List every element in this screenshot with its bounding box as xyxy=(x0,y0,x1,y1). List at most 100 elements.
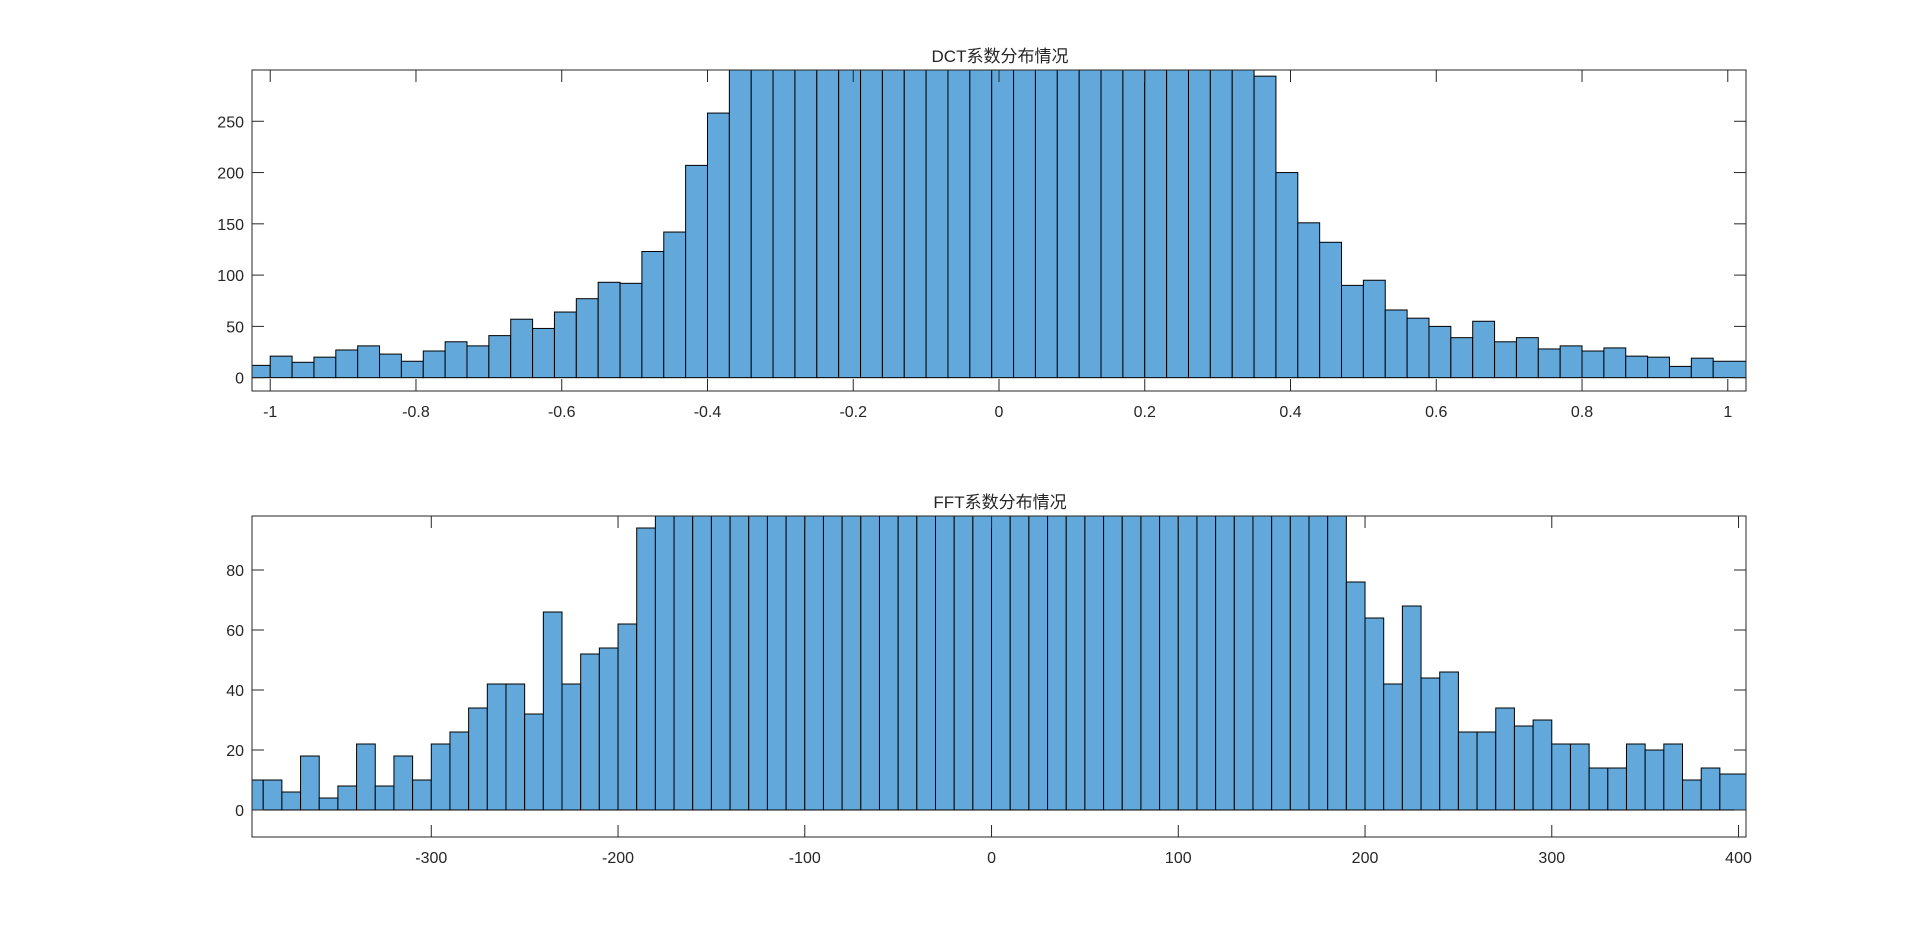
fft-histogram-bar xyxy=(412,779,432,811)
fft-histogram-bar xyxy=(393,755,414,811)
dct-x-tick-label: -0.6 xyxy=(548,404,576,421)
dct-histogram-bar xyxy=(1428,325,1452,379)
dct-histogram-bar xyxy=(252,364,271,379)
fft-histogram-bar xyxy=(1644,749,1665,811)
fft-x-tick-label: -200 xyxy=(602,850,634,867)
dct-y-tick-label: 100 xyxy=(217,268,244,285)
fft-histogram-bar xyxy=(262,779,283,811)
fft-histogram-bar xyxy=(841,516,862,811)
fft-histogram-bar xyxy=(1327,516,1347,811)
fft-histogram-bar xyxy=(449,731,470,811)
fft-histogram-bar xyxy=(430,743,451,811)
fft-chart-title: FFT系数分布情况 xyxy=(933,493,1066,512)
dct-histogram-bar xyxy=(597,281,621,379)
dct-histogram-bar xyxy=(838,70,862,379)
dct-histogram-bar xyxy=(860,70,883,379)
dct-histogram-bar xyxy=(335,349,359,379)
fft-histogram-bar xyxy=(1252,516,1273,811)
dct-histogram-bar xyxy=(1275,172,1299,379)
fft-histogram-bar xyxy=(1700,767,1721,811)
fft-histogram-bar xyxy=(598,647,619,811)
dct-x-tick-label: 0 xyxy=(995,404,1004,421)
fft-x-tick-label: 400 xyxy=(1725,850,1752,867)
fft-histogram-bar xyxy=(729,516,750,811)
dct-histogram-bar xyxy=(1515,337,1539,379)
dct-histogram-bar xyxy=(1341,284,1364,379)
fft-histogram-bar xyxy=(710,516,731,811)
fft-histogram-bar xyxy=(1682,779,1702,811)
fft-y-tick-label: 60 xyxy=(226,623,244,640)
fft-histogram-bar xyxy=(1364,617,1385,811)
fft-histogram-bar xyxy=(486,683,507,811)
dct-histogram-bar xyxy=(1450,337,1474,379)
fft-histogram-bar xyxy=(636,527,656,811)
dct-histogram-bar xyxy=(1603,347,1627,379)
dct-histogram-bar xyxy=(1472,320,1496,379)
dct-x-tick-label: 0.6 xyxy=(1425,404,1447,421)
dct-histogram-bar xyxy=(400,360,424,379)
fft-x-tick-label: 0 xyxy=(987,850,996,867)
fft-histogram-bar xyxy=(1569,743,1590,811)
fft-histogram-bar xyxy=(1532,719,1553,811)
dct-histogram-bar xyxy=(1144,70,1168,379)
dct-histogram-bar xyxy=(1100,70,1124,379)
fft-histogram-bar xyxy=(505,683,526,811)
fft-histogram-bar xyxy=(561,683,582,811)
fft-histogram-bar xyxy=(692,516,712,811)
fft-y-tick-label: 80 xyxy=(226,563,244,580)
fft-histogram-bar xyxy=(1121,516,1142,811)
dct-x-tick-label: 0.4 xyxy=(1279,404,1301,421)
fft-y-tick-label: 0 xyxy=(235,803,244,820)
dct-x-tick-label: 0.2 xyxy=(1134,404,1156,421)
dct-histogram-bar xyxy=(685,164,708,379)
fft-axes-box xyxy=(251,515,1747,838)
dct-x-tick-label: 1 xyxy=(1723,404,1732,421)
fft-histogram-bar xyxy=(374,785,395,811)
dct-histogram-bar xyxy=(379,353,402,379)
dct-histogram-bar xyxy=(1253,75,1277,379)
dct-histogram-bar xyxy=(357,345,381,379)
dct-x-tick-label: -0.4 xyxy=(694,404,722,421)
dct-histogram-bar xyxy=(510,318,534,379)
fft-histogram-bar xyxy=(654,516,675,811)
dct-histogram-bar xyxy=(641,251,665,379)
fft-histogram-bar xyxy=(1495,707,1515,811)
fft-histogram-bar xyxy=(1196,516,1217,811)
dct-histogram-bar xyxy=(881,70,905,379)
dct-histogram-bar xyxy=(706,112,730,379)
fft-histogram-bar xyxy=(1719,773,1746,811)
dct-histogram-bar xyxy=(575,298,599,379)
dct-histogram-bar xyxy=(291,361,315,379)
fft-histogram-bar xyxy=(468,707,488,811)
dct-x-tick-label: -1 xyxy=(263,404,277,421)
dct-histogram-bar xyxy=(1625,355,1649,379)
dct-y-tick-label: 150 xyxy=(217,217,244,234)
dct-x-tick-label: -0.2 xyxy=(839,404,867,421)
dct-histogram-bar xyxy=(1187,70,1211,379)
dct-histogram-bar xyxy=(553,311,577,379)
fft-histogram-bar xyxy=(356,743,376,811)
dct-histogram-bar xyxy=(1668,365,1692,379)
fft-histogram-bar xyxy=(1420,677,1441,811)
dct-histogram-bar xyxy=(1494,341,1517,379)
fft-histogram-bar xyxy=(785,516,806,811)
fft-histogram-bar xyxy=(1551,743,1571,811)
dct-histogram-bar xyxy=(1319,241,1343,379)
dct-histogram-bar xyxy=(1647,356,1670,379)
fft-histogram-bar xyxy=(860,516,880,811)
dct-y-tick-label: 50 xyxy=(226,319,244,336)
dct-histogram-bar xyxy=(1122,70,1146,379)
fft-histogram-bar xyxy=(1289,516,1310,811)
fft-x-tick-label: -300 xyxy=(415,850,447,867)
fft-x-tick-label: 100 xyxy=(1165,850,1192,867)
dct-histogram-bar xyxy=(1581,350,1605,379)
dct-histogram-bar xyxy=(466,345,490,379)
fft-histogram-bar xyxy=(748,516,768,811)
fft-histogram-bar xyxy=(1401,605,1422,811)
fft-histogram-bar xyxy=(1308,516,1329,811)
fft-x-tick-label: 300 xyxy=(1538,850,1565,867)
dct-y-tick-label: 0 xyxy=(235,371,244,388)
dct-histogram-bar xyxy=(1712,360,1746,379)
dct-histogram-bar xyxy=(794,70,818,379)
